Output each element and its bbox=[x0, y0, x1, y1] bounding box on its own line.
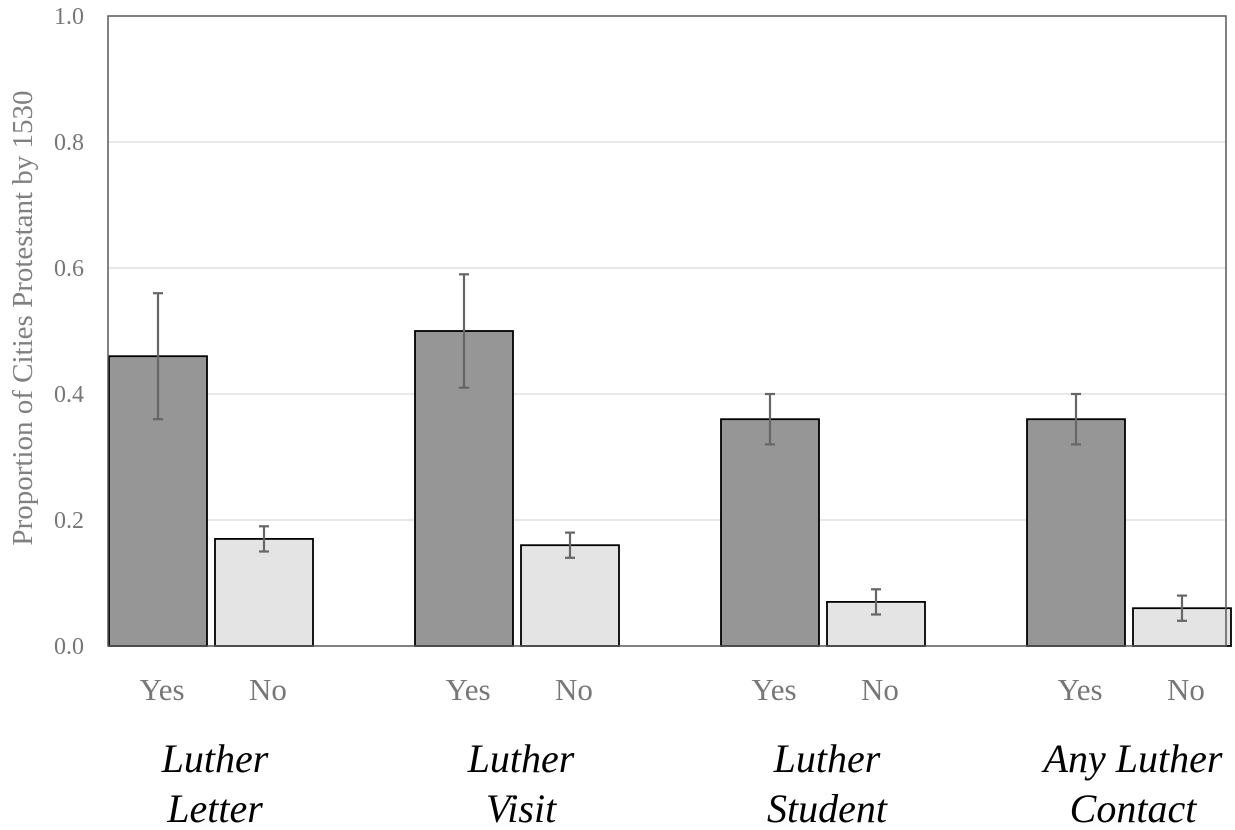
group-label: Luther bbox=[467, 736, 575, 781]
x-tick-label: No bbox=[555, 672, 593, 707]
x-tick-label: No bbox=[249, 672, 287, 707]
bar-yes bbox=[720, 418, 820, 647]
bar-no bbox=[214, 538, 314, 647]
group-label: Luther bbox=[773, 736, 881, 781]
group-label: Student bbox=[767, 786, 888, 830]
x-tick-label: No bbox=[1167, 672, 1205, 707]
bars bbox=[108, 330, 1232, 647]
group-label: Contact bbox=[1070, 786, 1198, 830]
x-tick-label: Yes bbox=[751, 672, 796, 707]
group-label: Letter bbox=[166, 786, 263, 830]
x-tick-label: Yes bbox=[139, 672, 184, 707]
plot-frame bbox=[107, 15, 1227, 647]
bar-yes bbox=[1026, 418, 1126, 647]
group-label: Luther bbox=[161, 736, 269, 781]
bar-no bbox=[520, 544, 620, 647]
x-tick-label: Yes bbox=[445, 672, 490, 707]
x-tick-label: Yes bbox=[1057, 672, 1102, 707]
error-bar bbox=[565, 531, 575, 559]
x-tick-labels: Yes No Yes No Yes No Yes No bbox=[139, 672, 1205, 707]
group-label: Any Luther bbox=[1041, 736, 1223, 781]
y-axis-label: Proportion of Cities Protestant by 1530 bbox=[7, 90, 39, 545]
y-tick-label: 0.2 bbox=[54, 508, 84, 534]
y-tick-label: 0.6 bbox=[54, 256, 84, 282]
y-tick-label: 0.8 bbox=[54, 130, 84, 156]
error-bar bbox=[1071, 392, 1081, 446]
error-bar bbox=[259, 525, 269, 553]
y-tick-label: 0.4 bbox=[54, 382, 84, 408]
error-bar bbox=[153, 292, 163, 421]
group-labels: Luther Letter Luther Visit Luther Student Any … bbox=[161, 736, 1223, 830]
y-tick-labels: 0.0 0.2 0.4 0.6 0.8 1.0 bbox=[54, 4, 84, 660]
y-tick-label: 0.0 bbox=[54, 634, 84, 660]
y-tick-label: 1.0 bbox=[54, 4, 84, 30]
error-bar bbox=[1177, 594, 1187, 622]
group-label: Visit bbox=[486, 786, 557, 830]
x-tick-label: No bbox=[861, 672, 899, 707]
error-bar bbox=[871, 588, 881, 616]
error-bar bbox=[765, 392, 775, 446]
error-bars bbox=[153, 273, 1187, 622]
error-bar bbox=[459, 273, 469, 389]
